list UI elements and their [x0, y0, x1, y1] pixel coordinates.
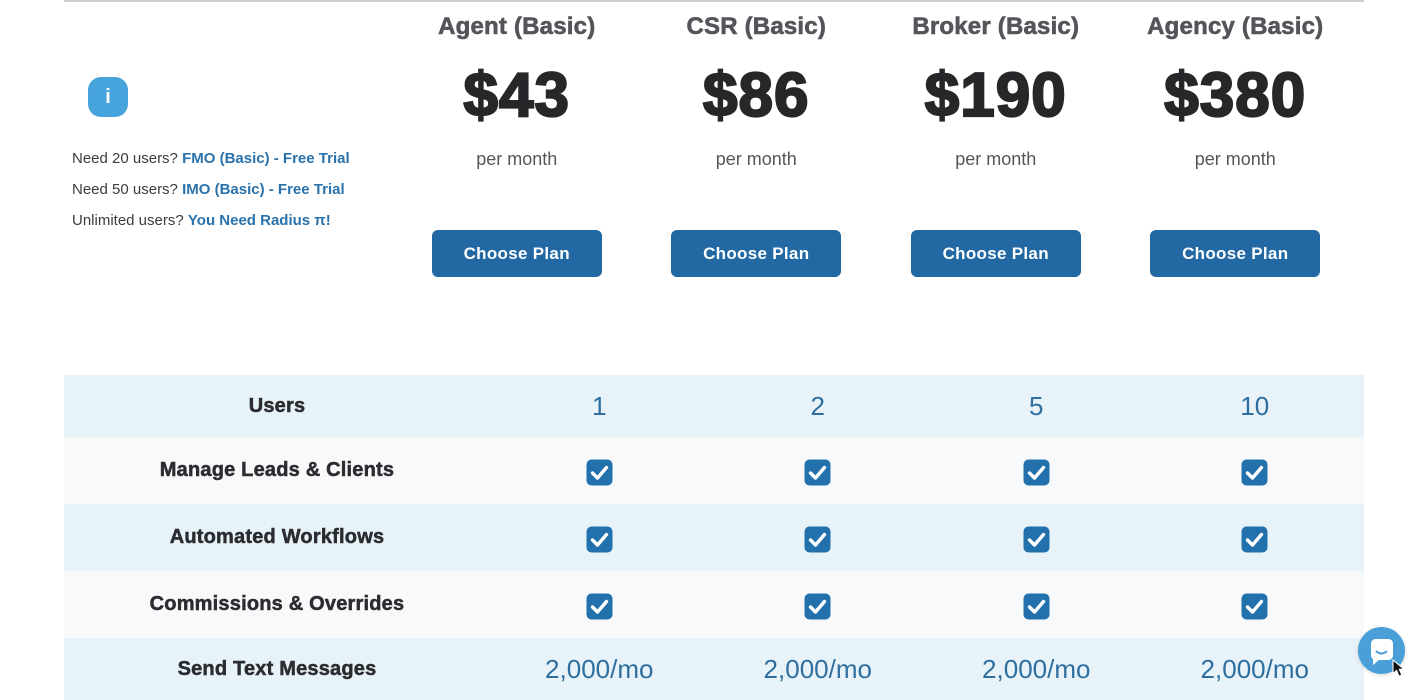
- users-value-broker: 5: [1029, 390, 1044, 421]
- info-line-20-users: Need 20 users? FMO (Basic) - Free Trial: [72, 143, 397, 174]
- plan-period: per month: [1194, 149, 1276, 169]
- checked-checkbox-icon: [586, 593, 613, 620]
- fmo-basic-free-trial-link[interactable]: FMO (Basic) - Free Trial: [182, 150, 350, 167]
- table-row-manage-leads: Manage Leads & Clients: [64, 437, 1364, 504]
- info-line-50-users: Need 50 users? IMO (Basic) - Free Trial: [72, 174, 397, 205]
- row-label: Users: [248, 394, 306, 417]
- plan-period: per month: [955, 149, 1037, 169]
- checked-checkbox-icon: [1241, 459, 1268, 486]
- users-value-csr: 2: [810, 390, 825, 421]
- table-cell: [709, 589, 928, 620]
- row-label: Send Text Messages: [177, 657, 377, 680]
- imo-basic-free-trial-link[interactable]: IMO (Basic) - Free Trial: [182, 181, 345, 198]
- table-cell: [490, 522, 709, 553]
- table-cell: [1146, 522, 1365, 553]
- pricing-header: i Need 20 users? FMO (Basic) - Free Tria…: [64, 2, 1364, 277]
- plan-period: per month: [476, 149, 558, 169]
- plan-period: per month: [715, 149, 797, 169]
- plan-price: $43: [462, 60, 570, 131]
- row-label: Manage Leads & Clients: [159, 459, 395, 482]
- row-label: Commissions & Overrides: [149, 593, 405, 616]
- checked-checkbox-icon: [1241, 593, 1268, 620]
- checked-checkbox-icon: [804, 593, 831, 620]
- plan-column-agency: Agency (Basic) $380 per month Choose Pla…: [1116, 2, 1356, 277]
- chat-bubble-icon: [1371, 639, 1393, 665]
- top-divider: [64, 0, 1364, 2]
- plan-price: $380: [1163, 60, 1307, 131]
- table-cell: [709, 522, 928, 553]
- table-row-commissions-overrides: Commissions & Overrides: [64, 571, 1364, 638]
- info-icon[interactable]: i: [88, 77, 128, 117]
- choose-plan-button-agency[interactable]: Choose Plan: [1150, 230, 1321, 277]
- user-tier-links: Need 20 users? FMO (Basic) - Free Trial …: [72, 143, 397, 236]
- plan-name: Agency (Basic): [1147, 13, 1324, 41]
- feature-comparison-table: Users 1 2 5 10 Manage Leads & Clients Au…: [64, 375, 1364, 700]
- table-cell: [490, 455, 709, 486]
- plan-price: $86: [702, 60, 810, 131]
- table-cell: [927, 589, 1146, 620]
- plan-column-csr: CSR (Basic) $86 per month Choose Plan: [637, 2, 877, 277]
- mouse-cursor: [1392, 659, 1406, 677]
- table-cell: [927, 455, 1146, 486]
- checked-checkbox-icon: [1023, 459, 1050, 486]
- table-cell: [709, 455, 928, 486]
- checked-checkbox-icon: [1241, 526, 1268, 553]
- checked-checkbox-icon: [586, 526, 613, 553]
- table-cell: [927, 522, 1146, 553]
- info-line-text: Need 50 users?: [72, 181, 183, 198]
- row-label: Automated Workflows: [169, 526, 385, 549]
- table-row-users: Users 1 2 5 10: [64, 375, 1364, 437]
- info-line-text: Need 20 users?: [72, 150, 183, 167]
- sms-value-broker: 2,000/mo: [982, 653, 1091, 684]
- table-cell: [1146, 589, 1365, 620]
- info-icon-glyph: i: [105, 85, 111, 108]
- plan-column-agent: Agent (Basic) $43 per month Choose Plan: [397, 2, 637, 277]
- table-row-send-text-messages: Send Text Messages 2,000/mo 2,000/mo 2,0…: [64, 638, 1364, 700]
- plan-name: CSR (Basic): [686, 13, 827, 41]
- checked-checkbox-icon: [804, 459, 831, 486]
- sms-value-agent: 2,000/mo: [545, 653, 654, 684]
- plan-name: Agent (Basic): [438, 13, 596, 41]
- checked-checkbox-icon: [586, 459, 613, 486]
- info-line-unlimited-users: Unlimited users? You Need Radius π!: [72, 205, 397, 236]
- plan-name: Broker (Basic): [912, 13, 1080, 41]
- choose-plan-button-broker[interactable]: Choose Plan: [910, 230, 1081, 277]
- sms-value-csr: 2,000/mo: [763, 653, 872, 684]
- checked-checkbox-icon: [804, 526, 831, 553]
- info-line-text: Unlimited users?: [72, 212, 188, 229]
- choose-plan-button-csr[interactable]: Choose Plan: [671, 230, 842, 277]
- checked-checkbox-icon: [1023, 526, 1050, 553]
- plan-column-broker: Broker (Basic) $190 per month Choose Pla…: [876, 2, 1116, 277]
- plan-price: $190: [924, 60, 1067, 131]
- table-row-automated-workflows: Automated Workflows: [64, 504, 1364, 571]
- users-value-agent: 1: [592, 390, 607, 421]
- users-value-agency: 10: [1240, 390, 1270, 421]
- table-cell: [490, 589, 709, 620]
- checked-checkbox-icon: [1023, 593, 1050, 620]
- choose-plan-button-agent[interactable]: Choose Plan: [431, 230, 602, 277]
- table-cell: [1146, 455, 1365, 486]
- sms-value-agency: 2,000/mo: [1200, 653, 1309, 684]
- info-panel: i Need 20 users? FMO (Basic) - Free Tria…: [64, 2, 397, 277]
- radius-pi-link[interactable]: You Need Radius π!: [187, 212, 331, 229]
